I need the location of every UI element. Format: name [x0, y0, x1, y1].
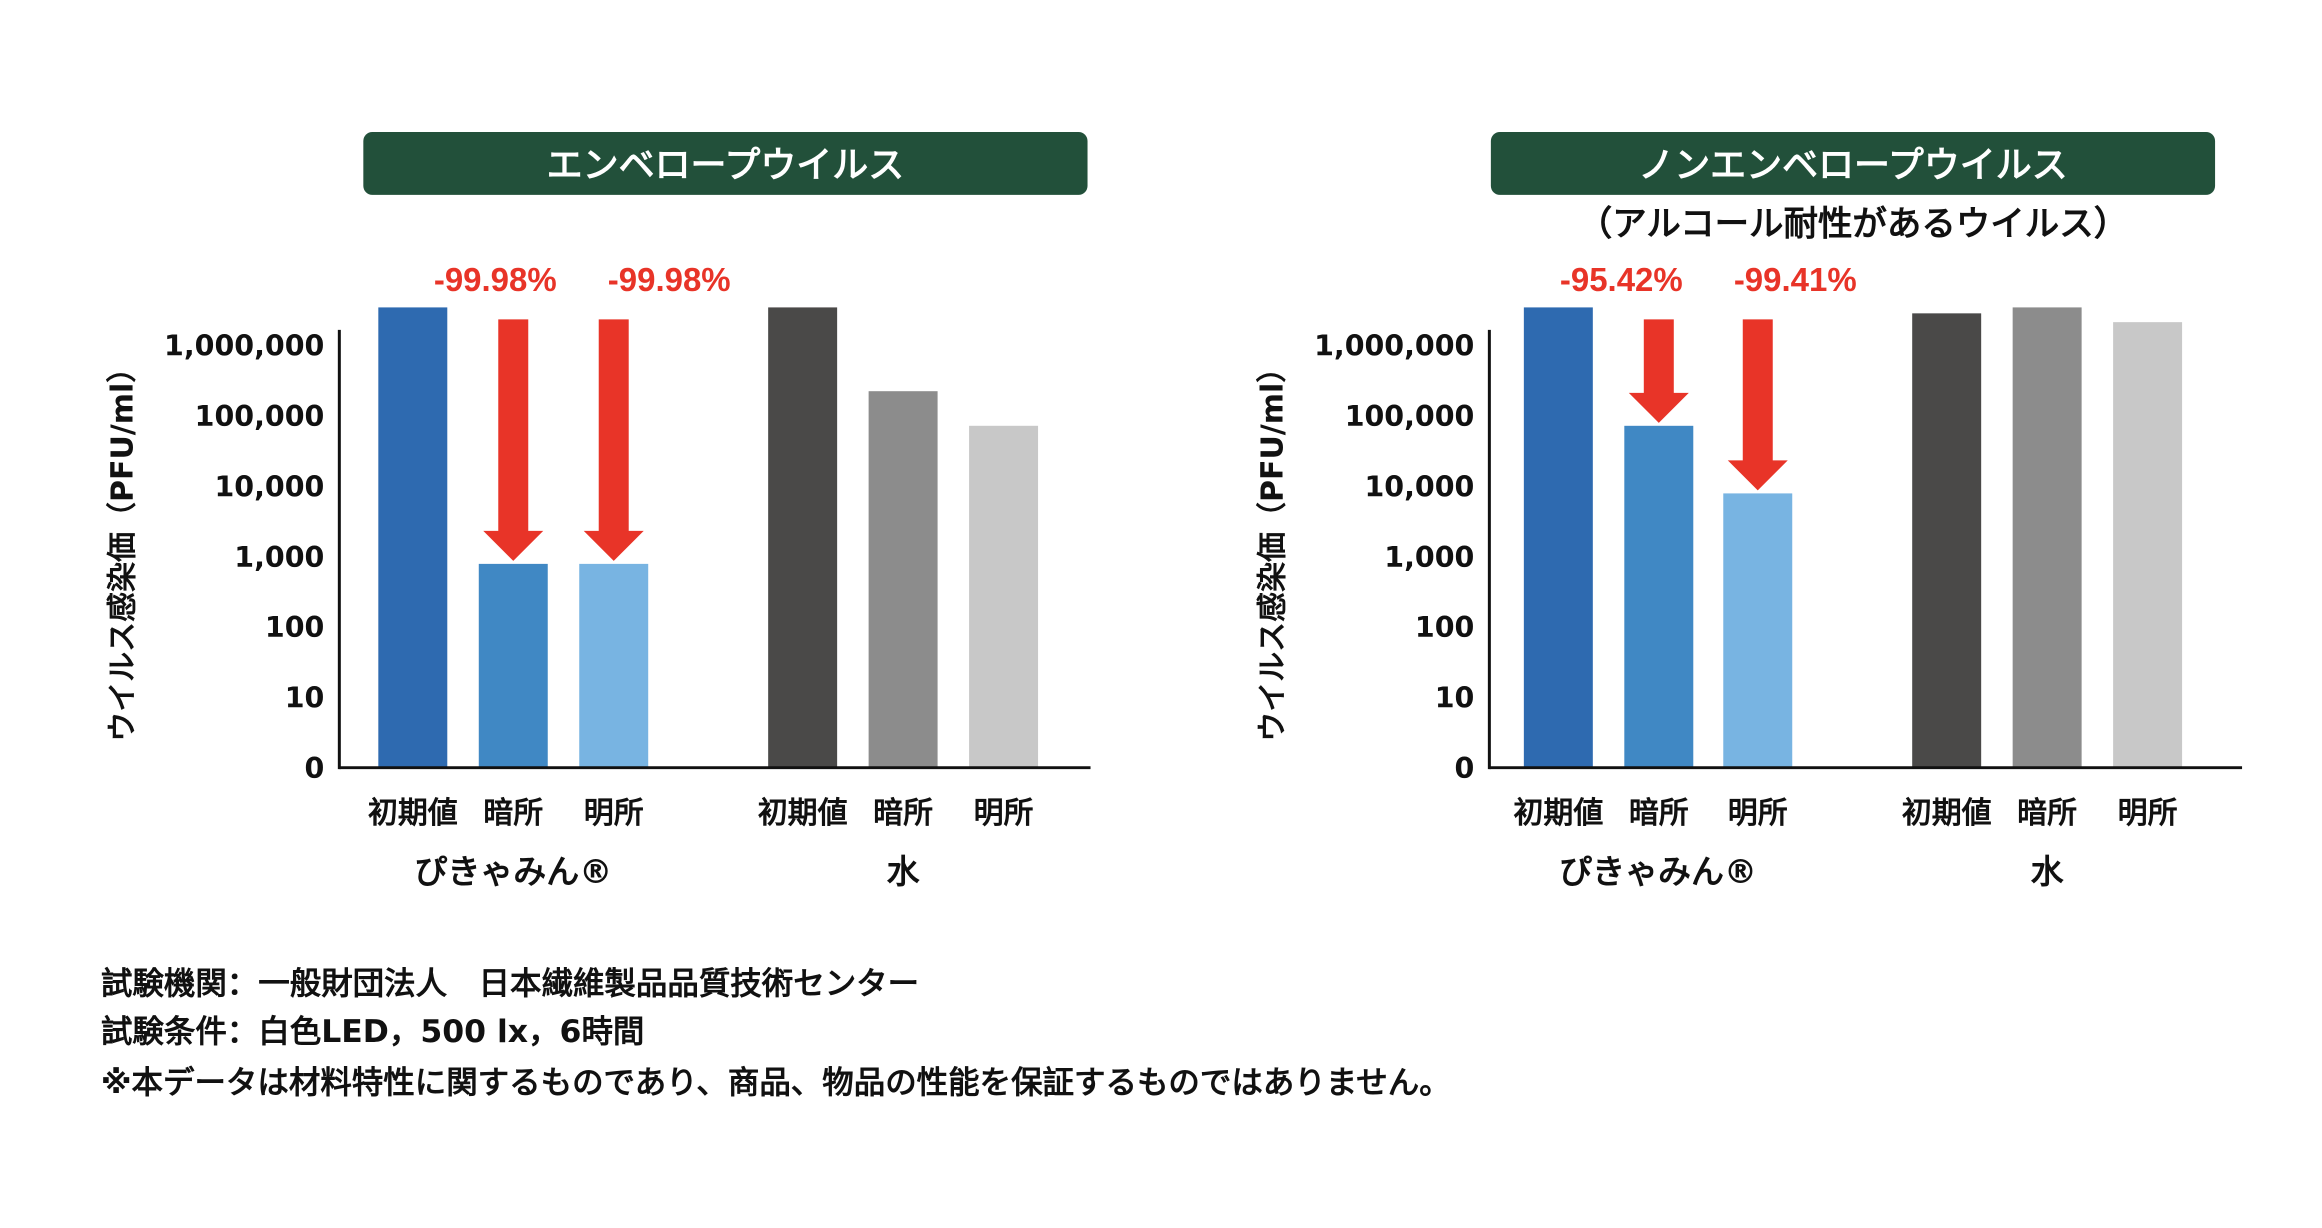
x-category-label: 初期値	[1902, 796, 1992, 831]
bar	[1523, 307, 1593, 768]
reduction-label: -95.42%	[1560, 261, 1683, 298]
chart-2: ノンエンベロープウイルス （アルコール耐性があるウイルス） ウイルス感染価（PFU/…	[1255, 131, 2243, 891]
x-category-label: 暗所	[483, 796, 543, 831]
y-tick-label: 100	[265, 611, 324, 644]
reduction-label: -99.98%	[434, 261, 557, 298]
bar	[2012, 307, 2082, 768]
bar	[579, 563, 649, 768]
chart-title-box	[1490, 131, 2216, 195]
y-tick-label: 100	[1415, 611, 1474, 644]
bar	[2113, 322, 2183, 768]
bar	[1723, 493, 1793, 768]
x-category-label: 明所	[584, 796, 644, 831]
y-axis-label: ウイルス感染価（PFU/ml）	[1255, 353, 1290, 742]
reduction-arrow	[483, 319, 544, 561]
bar	[868, 391, 938, 768]
y-tick-label: 1,000	[1384, 541, 1474, 574]
x-category-label: 明所	[2118, 796, 2178, 831]
footnote-institution: 試験機関：一般財団法人 日本繊維製品品質技術センター	[101, 965, 919, 1002]
x-category-label: 暗所	[873, 796, 933, 831]
y-tick-label: 10,000	[214, 470, 324, 503]
footnote-disclaimer: ※本データは材料特性に関するものであり、商品、物品の性能を保証するものではありま…	[101, 1064, 1451, 1101]
group-label: 水	[887, 852, 921, 891]
x-category-label: 暗所	[1629, 796, 1689, 831]
group-label: ぴきゃみん®	[1559, 852, 1757, 891]
x-category-label: 初期値	[758, 796, 848, 831]
y-tick-label: 1,000,000	[164, 329, 324, 362]
y-axis-label: ウイルス感染価（PFU/ml）	[105, 353, 140, 742]
y-tick-label: 100,000	[195, 400, 325, 433]
y-tick-label: 1,000,000	[1314, 329, 1474, 362]
chart-title: ノンエンベロープウイルス	[1638, 145, 2067, 186]
y-tick-label: 0	[305, 752, 325, 785]
group-label: 水	[2031, 852, 2065, 891]
footnote-conditions: 試験条件：白色LED，500 lx，6時間	[101, 1013, 644, 1050]
y-tick-label: 100,000	[1345, 400, 1475, 433]
reduction-label: -99.98%	[608, 261, 731, 298]
bar	[478, 563, 548, 768]
bar	[969, 425, 1039, 768]
reduction-arrow	[1727, 319, 1788, 491]
bar	[1912, 313, 1982, 768]
reduction-arrow	[583, 319, 644, 561]
x-category-label: 初期値	[1513, 796, 1603, 831]
x-category-label: 初期値	[368, 796, 458, 831]
x-category-label: 明所	[974, 796, 1034, 831]
bar	[768, 307, 838, 768]
reduction-arrow	[1628, 319, 1689, 423]
group-label: ぴきゃみん®	[414, 852, 612, 891]
x-category-label: 暗所	[2017, 796, 2077, 831]
y-tick-label: 10	[285, 682, 325, 715]
y-tick-label: 0	[1455, 752, 1475, 785]
y-tick-label: 1,000	[234, 541, 324, 574]
chart-title-box	[363, 131, 1088, 195]
x-category-label: 明所	[1728, 796, 1788, 831]
reduction-label: -99.41%	[1734, 261, 1857, 298]
chart-subtitle: （アルコール耐性があるウイルス）	[1578, 204, 2128, 244]
bar	[1624, 425, 1694, 768]
bar	[378, 307, 448, 768]
y-tick-label: 10	[1435, 682, 1475, 715]
y-tick-label: 10,000	[1365, 470, 1475, 503]
chart-title: エンベロープウイルス	[547, 145, 905, 186]
